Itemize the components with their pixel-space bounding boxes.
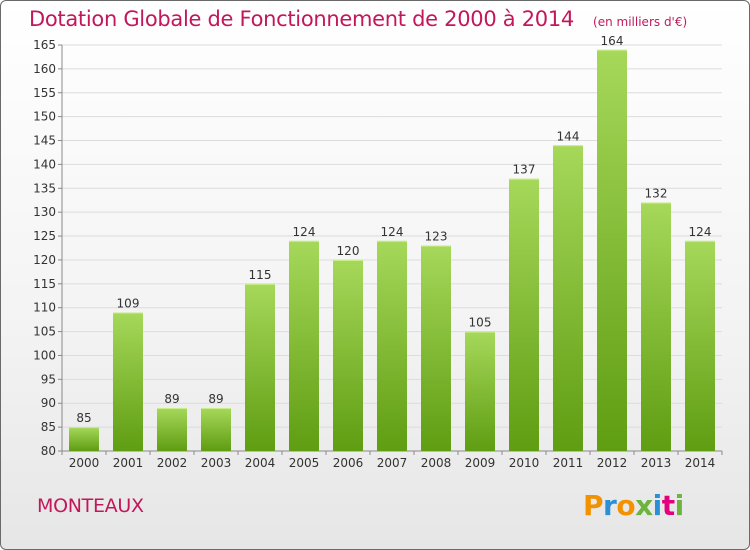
- bar-2008: [421, 245, 451, 451]
- chart-unit: (en milliers d'€): [593, 15, 688, 29]
- bar-2005: [289, 240, 319, 451]
- commune-name: MONTEAUX: [37, 495, 144, 517]
- title-row: Dotation Globale de Fonctionnement de 20…: [29, 7, 687, 37]
- bar-2004: [245, 283, 275, 451]
- x-tick-label-2013: 2013: [641, 456, 672, 470]
- data-label-2009: 105: [469, 316, 492, 330]
- data-label-2007: 124: [381, 225, 404, 239]
- x-tick-label-2002: 2002: [157, 456, 188, 470]
- data-label-2003: 89: [208, 392, 223, 406]
- data-label-2001: 109: [117, 296, 140, 310]
- data-label-2000: 85: [76, 411, 91, 425]
- data-label-2011: 144: [557, 129, 580, 143]
- data-label-2006: 120: [337, 244, 360, 258]
- data-label-2012: 164: [601, 34, 624, 48]
- data-label-2010: 137: [513, 163, 536, 177]
- bar-2012: [597, 49, 627, 452]
- x-tick-label-2008: 2008: [421, 456, 452, 470]
- y-tick-label: 150: [33, 110, 56, 124]
- logo-letter: i: [674, 489, 685, 522]
- logo-letter: r: [603, 489, 617, 522]
- x-tick-label-2011: 2011: [553, 456, 584, 470]
- x-tick-label-2003: 2003: [201, 456, 232, 470]
- y-tick-label: 135: [33, 181, 56, 195]
- x-tick-label-2007: 2007: [377, 456, 408, 470]
- y-tick-label: 110: [33, 301, 56, 315]
- bar-2014: [685, 240, 715, 451]
- data-label-2008: 123: [425, 230, 448, 244]
- x-tick-label-2006: 2006: [333, 456, 364, 470]
- x-tick-label-2012: 2012: [597, 456, 628, 470]
- bar-layer: [69, 49, 715, 452]
- bar-2001: [113, 312, 143, 451]
- axis-layer: 80 85 90 95 100 105 110 115 120 125 130 135 140 145 15…: [33, 38, 723, 470]
- y-tick-label: 85: [41, 420, 56, 434]
- x-tick-label-2000: 2000: [69, 456, 100, 470]
- y-tick-label: 140: [33, 157, 56, 171]
- data-label-2005: 124: [293, 225, 316, 239]
- bar-2003: [201, 408, 231, 451]
- y-tick-label: 100: [33, 348, 56, 362]
- label-layer: 85 109 89 89 115 124 120 124 123 105 137 144 164 132 1…: [76, 34, 711, 425]
- x-tick-label-2014: 2014: [685, 456, 716, 470]
- y-tick-label: 90: [41, 396, 56, 410]
- y-tick-label: 80: [41, 444, 56, 458]
- y-tick-label: 105: [33, 325, 56, 339]
- bar-2000: [69, 427, 99, 451]
- bar-2007: [377, 240, 407, 451]
- y-tick-label: 115: [33, 277, 56, 291]
- bar-2011: [553, 145, 583, 451]
- logo-letter: o: [616, 489, 636, 522]
- x-tick-label-2001: 2001: [113, 456, 144, 470]
- data-label-2013: 132: [645, 187, 668, 201]
- bar-2009: [465, 331, 495, 451]
- bar-2013: [641, 202, 671, 451]
- y-tick-label: 120: [33, 253, 56, 267]
- logo-letter: t: [661, 489, 675, 522]
- x-tick-label-2005: 2005: [289, 456, 320, 470]
- x-tick-label-2004: 2004: [245, 456, 276, 470]
- bar-2010: [509, 178, 539, 451]
- x-tick-label-2010: 2010: [509, 456, 540, 470]
- y-tick-label: 165: [33, 38, 56, 52]
- data-label-2004: 115: [249, 268, 272, 282]
- y-tick-label: 95: [41, 372, 56, 386]
- bar-2002: [157, 408, 187, 451]
- data-label-2014: 124: [689, 225, 712, 239]
- proxiti-logo: Proxiti: [583, 489, 684, 522]
- logo-letter: i: [652, 489, 663, 522]
- data-label-2002: 89: [164, 392, 179, 406]
- y-tick-label: 125: [33, 229, 56, 243]
- y-tick-label: 130: [33, 205, 56, 219]
- x-tick-label-2009: 2009: [465, 456, 496, 470]
- logo-letter: x: [635, 489, 653, 522]
- y-tick-label: 155: [33, 86, 56, 100]
- logo-letter: P: [583, 489, 604, 522]
- bar-2006: [333, 259, 363, 451]
- chart-title: Dotation Globale de Fonctionnement de 20…: [29, 7, 574, 31]
- y-tick-label: 160: [33, 62, 56, 76]
- y-tick-label: 145: [33, 134, 56, 148]
